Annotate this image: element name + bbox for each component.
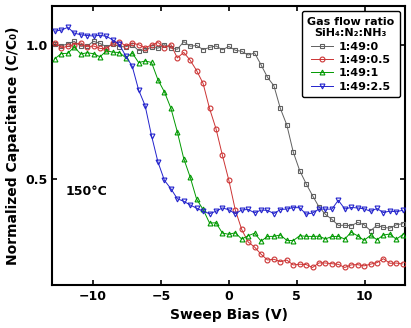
Y-axis label: Normalized Capacitance (C/C₀): Normalized Capacitance (C/C₀) [6, 26, 20, 265]
1:49:0.5 [400, 262, 405, 266]
1:49:0.5 [310, 266, 315, 270]
1:49:1 [53, 57, 58, 61]
1:49:0 [53, 42, 58, 46]
1:49:2.5 [143, 104, 148, 108]
Legend: 1:49:0, 1:49:0.5, 1:49:1, 1:49:2.5: 1:49:0, 1:49:0.5, 1:49:1, 1:49:2.5 [302, 11, 400, 97]
1:49:0 [368, 229, 373, 233]
1:49:0.5 [91, 44, 96, 48]
1:49:1 [143, 59, 148, 63]
1:49:0.5 [117, 40, 122, 44]
1:49:2.5 [304, 212, 309, 216]
1:49:1 [188, 175, 193, 179]
X-axis label: Sweep Bias (V): Sweep Bias (V) [170, 308, 288, 322]
1:49:0.5 [123, 44, 128, 48]
1:49:0 [400, 222, 405, 226]
1:49:0 [374, 223, 379, 227]
Line: 1:49:1: 1:49:1 [53, 45, 405, 244]
1:49:1 [374, 238, 379, 242]
1:49:2.5 [53, 29, 58, 33]
1:49:1 [72, 45, 77, 49]
1:49:0 [143, 48, 148, 52]
1:49:1 [123, 56, 128, 60]
1:49:1 [259, 239, 263, 243]
1:49:2.5 [123, 54, 128, 58]
1:49:2.5 [394, 210, 399, 214]
1:49:0.5 [374, 261, 379, 265]
1:49:0 [97, 41, 102, 45]
1:49:2.5 [374, 207, 379, 211]
1:49:1 [394, 237, 399, 241]
1:49:1 [400, 233, 405, 236]
1:49:2.5 [65, 25, 70, 29]
1:49:0 [394, 223, 399, 227]
1:49:0.5 [53, 41, 58, 45]
1:49:2.5 [97, 33, 102, 37]
1:49:0 [123, 45, 128, 49]
1:49:0.5 [394, 261, 399, 265]
1:49:1 [97, 55, 102, 59]
1:49:0.5 [143, 46, 148, 50]
Line: 1:49:0: 1:49:0 [53, 39, 405, 233]
1:49:2.5 [400, 208, 405, 212]
Line: 1:49:0.5: 1:49:0.5 [53, 39, 405, 270]
1:49:0.5 [188, 58, 193, 62]
1:49:0 [188, 44, 193, 48]
Line: 1:49:2.5: 1:49:2.5 [53, 25, 405, 216]
1:49:0 [91, 39, 96, 43]
1:49:2.5 [188, 203, 193, 207]
Text: 150°C: 150°C [66, 185, 108, 197]
